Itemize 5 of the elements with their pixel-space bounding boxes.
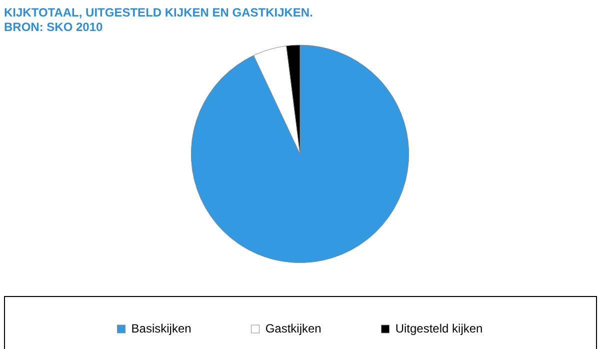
legend-label: Gastkijken	[265, 321, 322, 336]
chart-subtitle: BRON: SKO 2010	[4, 20, 104, 34]
chart-title: KIJKTOTAAL, UITGESTELD KIJKEN EN GASTKIJKEN.	[4, 6, 313, 20]
legend-label: Basiskijken	[131, 321, 192, 336]
legend-label: Uitgesteld kijken	[395, 321, 483, 336]
